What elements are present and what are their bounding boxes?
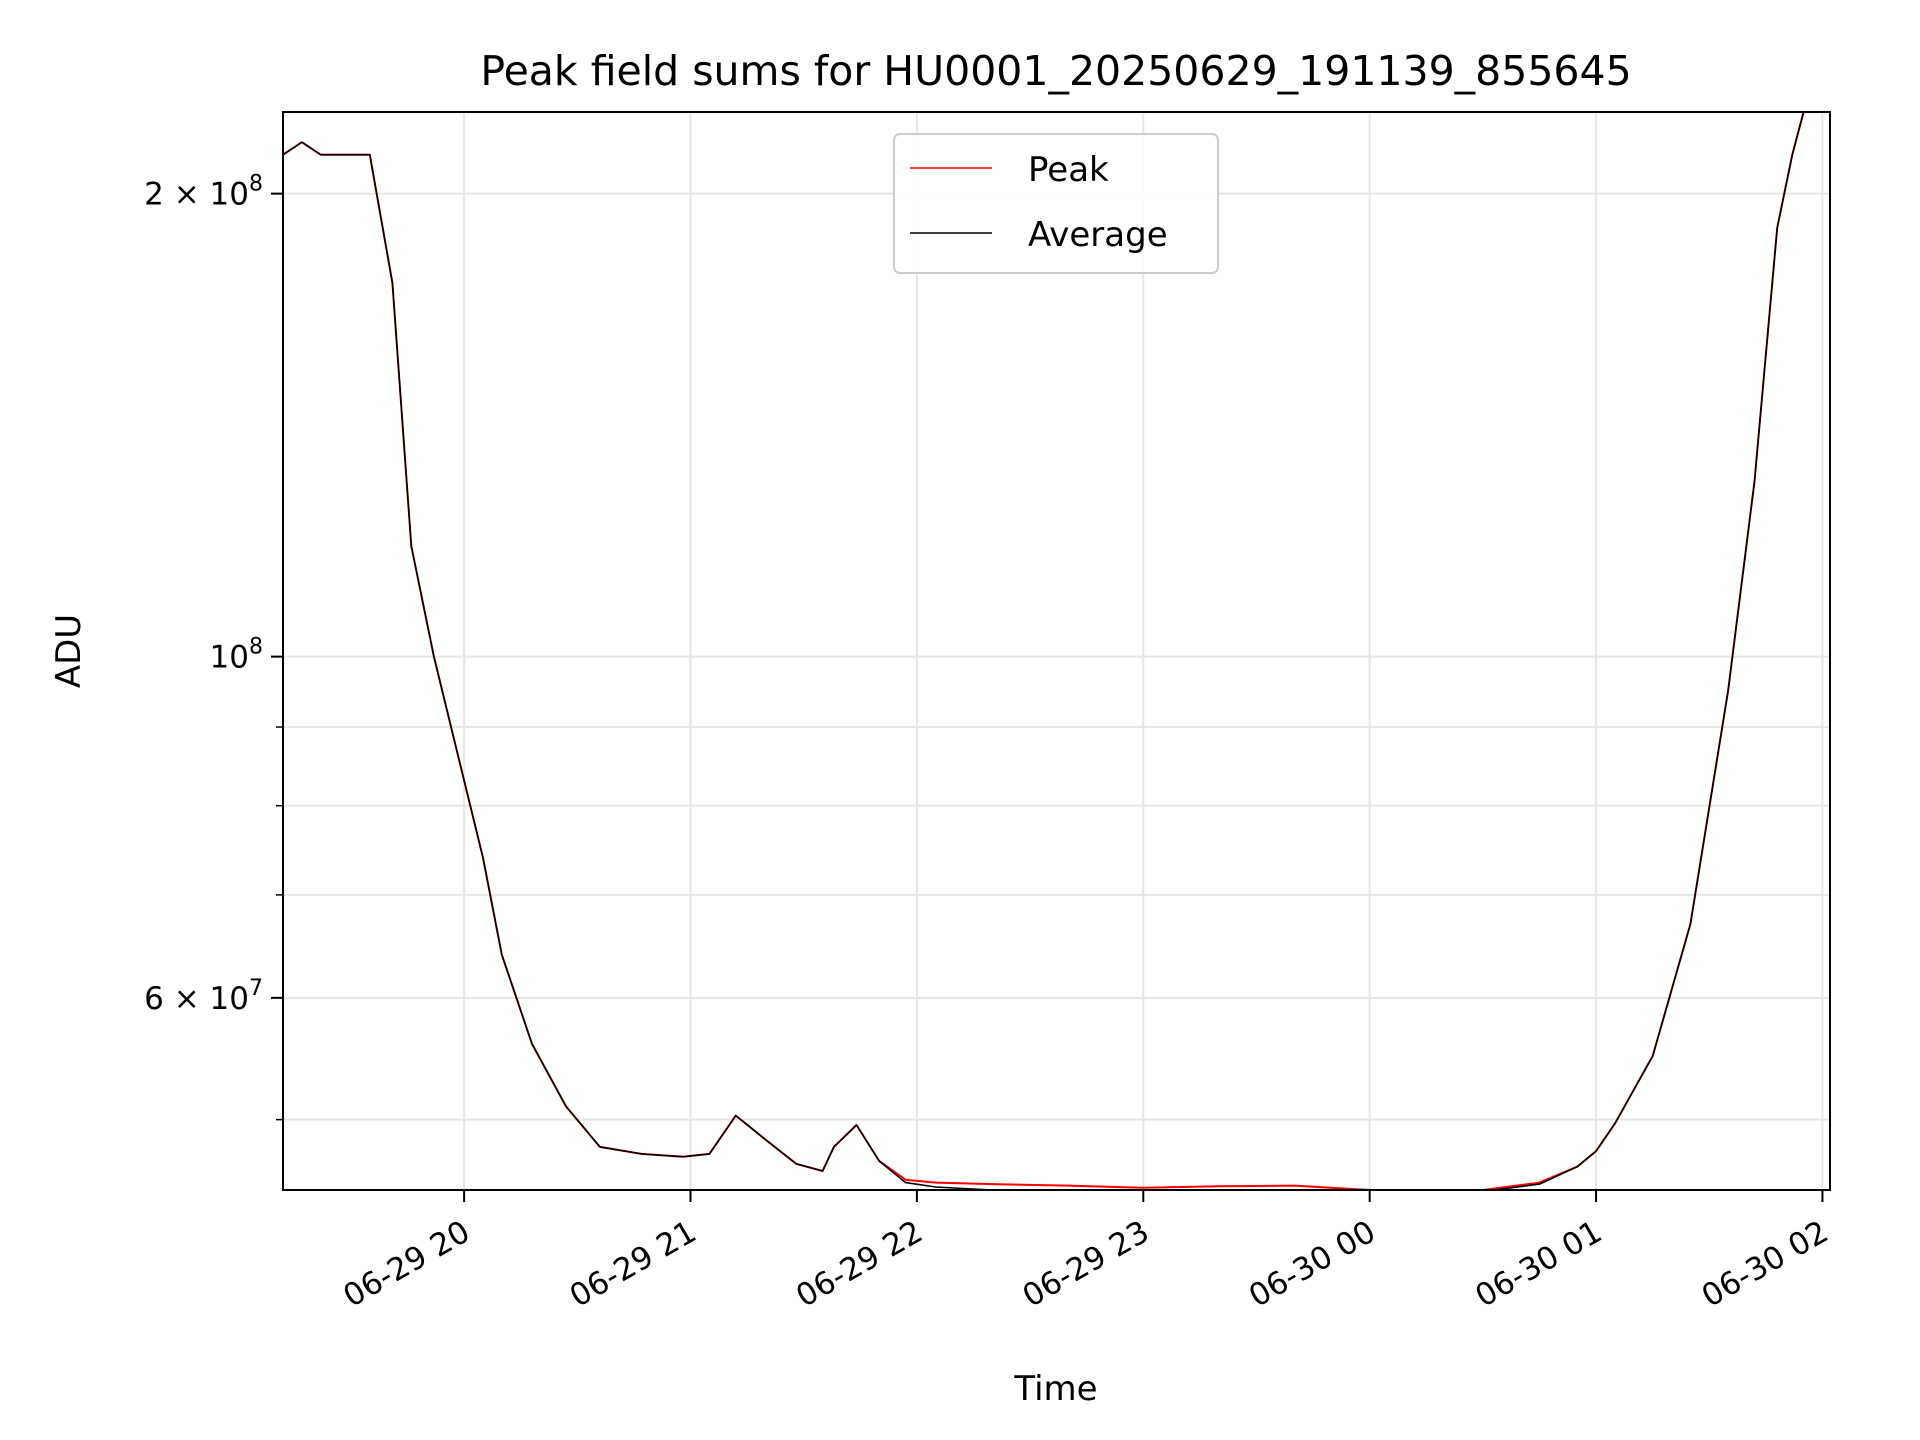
legend-peak-label: Peak [1028, 150, 1109, 190]
legend: Peak Average [893, 133, 1219, 274]
series-layer [283, 112, 1805, 1190]
y-tick-label: 108 [210, 635, 263, 676]
plot-frame [282, 111, 1831, 1191]
y-tick-label: 2 × 108 [144, 172, 263, 213]
y-axis-label: ADU [49, 614, 89, 688]
y-axis: 2 × 108 108 6 × 107 [144, 172, 283, 1121]
series-line-average [283, 112, 1805, 1190]
legend-average-label: Average [1028, 215, 1168, 255]
chart-title: Peak field sums for HU0001_20250629_1911… [480, 47, 1631, 95]
x-axis-label: Time [1013, 1369, 1097, 1409]
y-tick-label: 6 × 107 [144, 976, 263, 1017]
grid [283, 112, 1830, 1190]
